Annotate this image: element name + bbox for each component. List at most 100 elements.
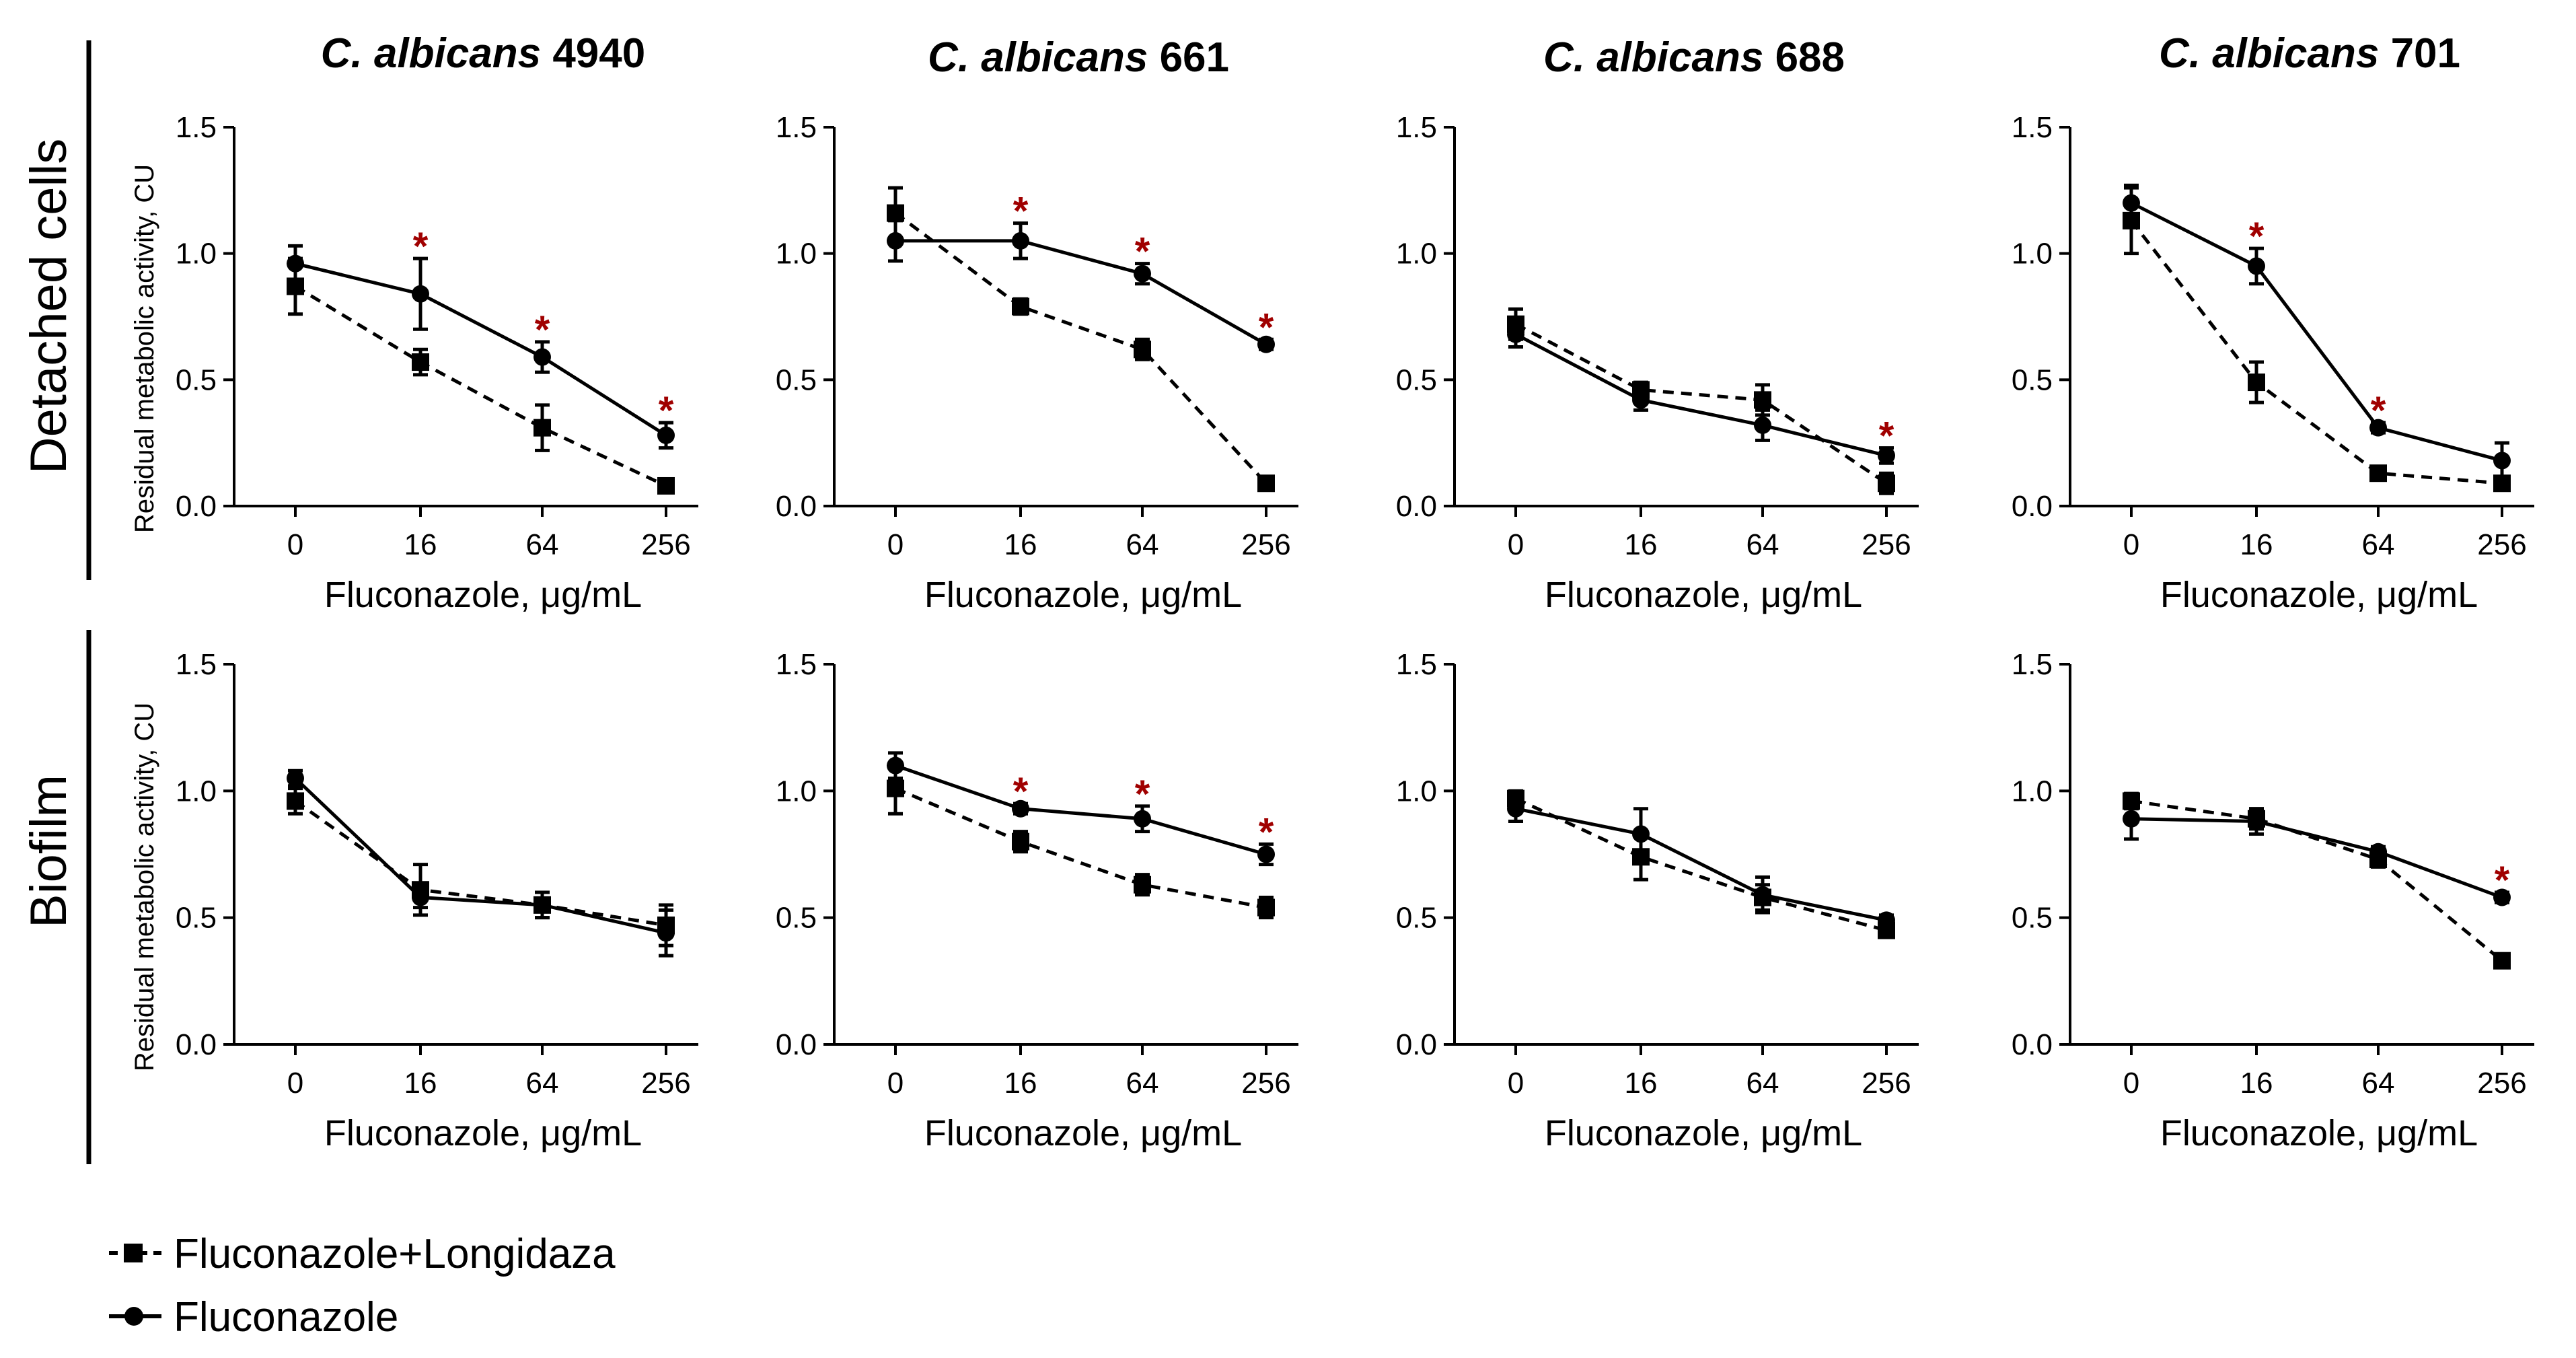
y-tick-label: 0.5 <box>176 902 217 935</box>
series-line-combo <box>895 787 1267 910</box>
data-point-circle <box>1257 845 1275 863</box>
y-tick-label: 1.5 <box>776 648 817 681</box>
legend-item-single: Fluconazole <box>109 1294 398 1341</box>
x-axis-label: Fluconazole, μg/mL <box>1545 1113 1862 1153</box>
significance-star: * <box>1259 810 1274 854</box>
series-line-fluconazole <box>2131 817 2503 899</box>
y-tick-label: 0.0 <box>776 1028 817 1061</box>
data-point-square <box>1257 898 1275 917</box>
legend: Fluconazole+Longidaza Fluconazole <box>109 1231 616 1341</box>
x-tick-label: 256 <box>1862 1067 1911 1100</box>
data-point-circle <box>287 769 304 787</box>
y-tick-label: 1.0 <box>776 238 817 271</box>
data-point-circle <box>2123 810 2140 828</box>
data-point-circle <box>1878 446 1895 464</box>
significance-star: * <box>2495 859 2510 902</box>
x-tick-label: 256 <box>1862 528 1911 561</box>
data-point-circle <box>1754 886 1771 904</box>
data-point-square <box>887 204 904 222</box>
y-tick-label: 0.0 <box>2012 1028 2053 1061</box>
data-point-circle <box>1012 799 1029 818</box>
data-point-circle <box>1507 799 1524 818</box>
column-title-1: C. albicans 4940 <box>321 30 646 77</box>
significance-star: * <box>2371 389 2386 433</box>
data-point-circle <box>657 924 675 942</box>
y-tick-label: 0.5 <box>776 363 817 396</box>
data-point-square <box>287 792 304 810</box>
data-point-square <box>1257 474 1275 493</box>
x-tick-label: 0 <box>887 1067 904 1100</box>
data-point-circle <box>412 285 429 303</box>
x-tick-label: 16 <box>1625 528 1658 561</box>
y-tick-label: 1.5 <box>1396 111 1437 144</box>
panel-1-3: 0.0 0.5 1.0 1.5 0 16 64 256 Fluconazole, μg/mL * <box>2012 648 2534 1153</box>
y-tick-label: 1.0 <box>1396 775 1437 808</box>
x-tick-label: 64 <box>1126 1067 1159 1100</box>
data-point-circle <box>2248 812 2265 830</box>
legend-combo-label: Fluconazole+Longidaza <box>174 1231 616 1277</box>
x-tick-label: 64 <box>2362 528 2395 561</box>
series-line-combo <box>2131 799 2503 962</box>
significance-star: * <box>535 308 550 352</box>
y-axis-label-top: Residual metabolic activity, CU <box>130 164 159 533</box>
y-tick-label: 1.0 <box>176 238 217 271</box>
y-tick-label: 0.5 <box>2012 363 2053 396</box>
y-tick-label: 0.0 <box>176 490 217 523</box>
row-label-detached-text: Detached cells <box>20 139 77 474</box>
y-tick-label: 1.5 <box>176 111 217 144</box>
legend-item-combo: Fluconazole+Longidaza <box>109 1231 616 1277</box>
data-point-circle <box>657 426 675 444</box>
data-point-circle <box>1754 416 1771 434</box>
y-tick-label: 1.0 <box>2012 775 2053 808</box>
data-point-square <box>1012 832 1029 851</box>
series-line-combo <box>1514 322 1888 485</box>
data-point-square <box>657 476 675 495</box>
x-tick-label: 16 <box>404 528 437 561</box>
x-tick-label: 64 <box>526 528 559 561</box>
y-tick-label: 0.0 <box>1396 1028 1437 1061</box>
x-axis-label: Fluconazole, μg/mL <box>1545 575 1862 615</box>
x-tick-label: 16 <box>2240 1067 2273 1100</box>
y-tick-label: 1.5 <box>2012 111 2053 144</box>
series-line-fluconazole <box>2130 201 2503 462</box>
panel-1-1: 0.0 0.5 1.0 1.5 0 16 64 256 Fluconazole, μg/mL * *… <box>776 648 1298 1153</box>
x-axis-label: Fluconazole, μg/mL <box>924 1113 1242 1153</box>
y-tick-label: 0.5 <box>776 902 817 935</box>
data-point-square <box>2493 952 2511 970</box>
x-tick-label: 256 <box>2477 1067 2526 1100</box>
x-tick-label: 16 <box>1004 1067 1037 1100</box>
significance-star: * <box>1879 415 1894 458</box>
data-point-square <box>1012 297 1029 316</box>
data-point-circle <box>887 756 904 775</box>
significance-star: * <box>1135 773 1150 816</box>
legend-single-label: Fluconazole <box>174 1294 398 1341</box>
significance-star: * <box>1259 306 1274 349</box>
y-tick-label: 1.0 <box>1396 238 1437 271</box>
data-point-circle <box>2493 452 2511 470</box>
data-point-square <box>1134 341 1151 359</box>
data-point-circle <box>1632 825 1650 843</box>
series-line-fluconazole <box>294 777 667 935</box>
data-point-square <box>1878 474 1895 493</box>
x-tick-label: 256 <box>641 528 690 561</box>
y-tick-label: 0.5 <box>1396 902 1437 935</box>
legend-square-marker <box>124 1244 143 1262</box>
y-tick-label: 1.5 <box>2012 648 2053 681</box>
series-line-fluconazole <box>895 764 1267 856</box>
data-point-circle <box>2369 419 2387 437</box>
y-tick-label: 0.5 <box>1396 363 1437 396</box>
y-tick-label: 1.5 <box>176 648 217 681</box>
y-tick-label: 0.0 <box>1396 490 1437 523</box>
row-label-biofilm-text: Biofilm <box>20 775 77 928</box>
column-title-3: C. albicans 688 <box>1543 34 1845 81</box>
data-point-circle <box>2369 843 2387 861</box>
x-tick-label: 16 <box>404 1067 437 1100</box>
y-tick-label: 0.5 <box>2012 902 2053 935</box>
significance-star: * <box>2249 215 2265 258</box>
series-line-fluconazole <box>1515 807 1887 922</box>
data-point-circle <box>1878 911 1895 929</box>
data-point-square <box>1754 391 1771 409</box>
